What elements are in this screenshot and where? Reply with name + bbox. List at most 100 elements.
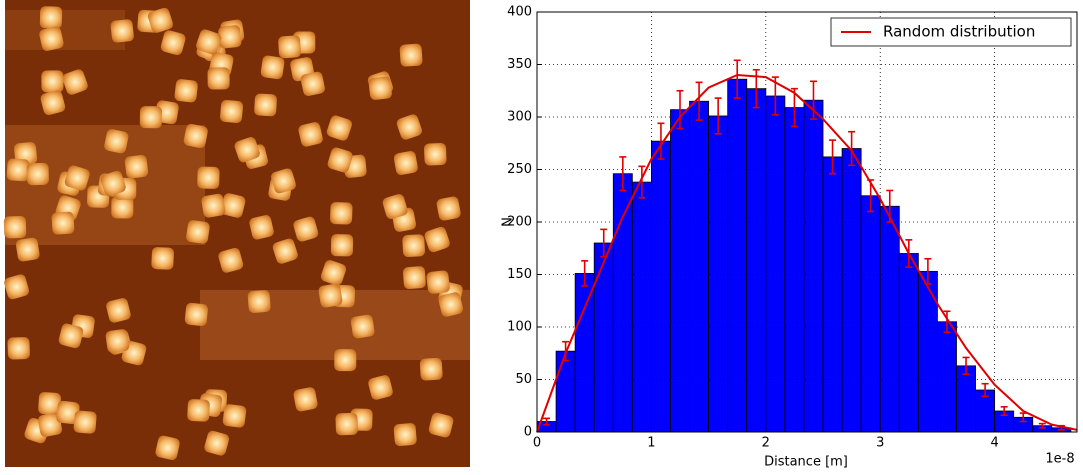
- bar: [555, 350, 576, 433]
- error-bar: [829, 139, 837, 175]
- particle: [318, 283, 343, 308]
- error-bar: [543, 417, 551, 426]
- particle: [271, 168, 296, 194]
- x-offset-label: 1e-8: [1045, 452, 1074, 467]
- particle: [64, 165, 90, 191]
- legend-label: Random distribution: [883, 23, 1035, 41]
- y-tick-label: 50: [515, 372, 532, 387]
- particle: [222, 404, 247, 428]
- error-bar: [619, 156, 627, 192]
- bar: [746, 88, 767, 433]
- bar: [803, 99, 824, 433]
- particle: [220, 99, 244, 123]
- y-tick-label: 150: [507, 267, 532, 282]
- particle: [438, 292, 464, 317]
- particle: [197, 166, 220, 189]
- error-bar: [657, 122, 665, 160]
- bar: [727, 78, 748, 433]
- bar: [765, 95, 786, 433]
- particle: [111, 196, 134, 219]
- error-bar: [714, 97, 722, 135]
- error-bar: [790, 87, 798, 128]
- particle: [382, 194, 408, 220]
- particle: [40, 90, 66, 116]
- terrace: [5, 10, 125, 50]
- particle: [51, 211, 75, 235]
- particle: [104, 129, 129, 154]
- bar: [784, 107, 805, 433]
- particle: [124, 154, 149, 179]
- y-tick-label: 250: [507, 162, 532, 177]
- line-series: [536, 73, 1078, 433]
- particle: [110, 19, 134, 43]
- particle: [15, 237, 40, 262]
- particle: [26, 162, 49, 186]
- particle: [151, 247, 174, 270]
- particle: [184, 302, 208, 327]
- x-tick-label: 1: [647, 436, 655, 451]
- particle: [419, 357, 443, 381]
- error-bar: [848, 130, 856, 167]
- error-bar: [809, 80, 817, 120]
- particle: [3, 216, 27, 239]
- y-axis-label: N: [501, 217, 516, 227]
- bar: [708, 115, 729, 433]
- particle: [100, 170, 126, 197]
- particle: [39, 26, 64, 51]
- x-tick-label: 4: [990, 436, 998, 451]
- particle: [147, 7, 173, 33]
- bar: [937, 321, 957, 433]
- particle: [220, 193, 246, 218]
- particle: [186, 220, 210, 244]
- particle: [424, 142, 447, 166]
- y-tick-label: 200: [507, 215, 532, 230]
- particle: [73, 410, 97, 434]
- particle: [106, 298, 131, 323]
- bar: [956, 365, 976, 433]
- particle: [38, 392, 61, 415]
- bar: [631, 181, 652, 433]
- particle: [426, 270, 450, 294]
- particle: [174, 79, 198, 103]
- particle: [428, 412, 454, 438]
- particle: [155, 435, 180, 460]
- particle: [183, 123, 208, 149]
- particle: [424, 226, 450, 253]
- x-tick-label: 3: [876, 436, 884, 451]
- particle: [368, 76, 392, 100]
- particle: [218, 247, 244, 273]
- particle: [247, 290, 271, 313]
- bar: [689, 100, 710, 433]
- particle: [335, 412, 358, 436]
- particle: [350, 314, 375, 339]
- particle: [327, 147, 353, 173]
- particle: [207, 67, 230, 90]
- y-tick-label: 300: [507, 110, 532, 125]
- particle: [254, 93, 277, 117]
- particle: [139, 106, 163, 129]
- particle: [368, 375, 393, 400]
- error-bar: [676, 89, 684, 130]
- particle: [402, 234, 425, 257]
- bar: [860, 195, 881, 433]
- bar: [593, 242, 614, 433]
- particle: [196, 29, 222, 55]
- particle: [41, 70, 64, 93]
- particle: [39, 6, 63, 29]
- stm-image: [3, 0, 470, 467]
- x-axis-label: Distance [m]: [764, 455, 848, 470]
- error-bar: [981, 382, 989, 398]
- particle: [38, 412, 63, 437]
- particle: [4, 274, 30, 300]
- particle: [320, 260, 347, 286]
- particle: [402, 266, 426, 290]
- particle: [249, 215, 274, 240]
- particle: [218, 25, 242, 49]
- particle: [272, 238, 298, 264]
- y-tick-label: 100: [507, 320, 532, 335]
- particle: [187, 399, 210, 422]
- particle: [7, 337, 30, 360]
- error-bar: [943, 310, 951, 334]
